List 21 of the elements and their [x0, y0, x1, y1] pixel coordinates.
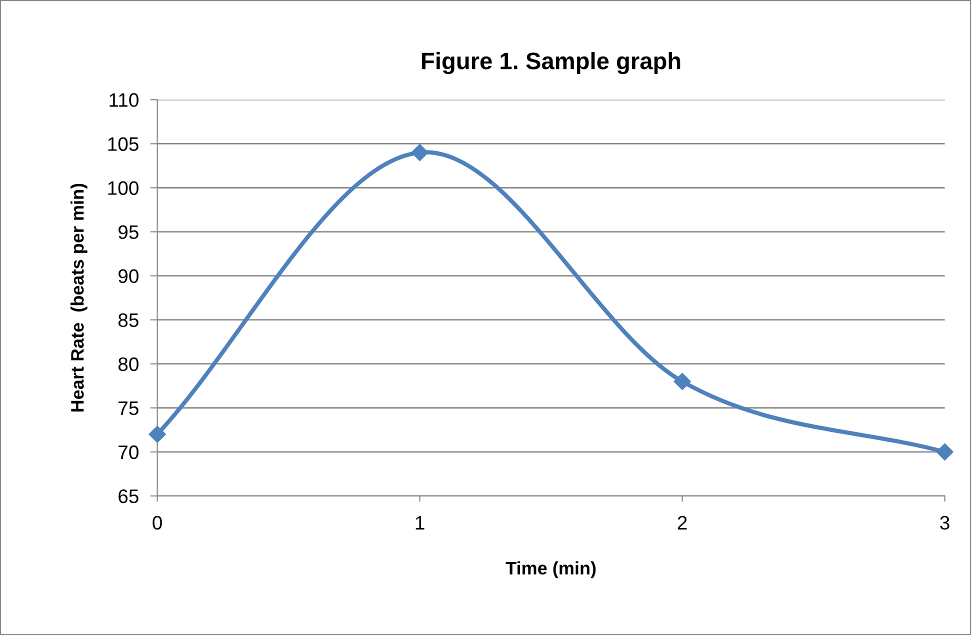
y-tick-label: 100 — [108, 181, 138, 195]
y-tick-label: 65 — [118, 489, 138, 504]
point — [411, 144, 428, 162]
y-axis-title: Heart Rate (beats per min) — [70, 184, 88, 412]
point — [674, 372, 691, 390]
x-tick-label: 0 — [152, 516, 162, 530]
x-tick-label: 1 — [416, 516, 424, 530]
y-tick-label: 105 — [108, 137, 138, 151]
y-tick-label: 90 — [118, 269, 138, 284]
y-tick-label: 80 — [118, 357, 138, 372]
y-tick-label: 75 — [118, 402, 138, 416]
x-tick-label: 3 — [940, 516, 950, 530]
point — [936, 443, 954, 460]
y-tick-label: 110 — [110, 93, 138, 107]
x-axis-title: Time (min) — [506, 561, 596, 578]
y-tick-label: 85 — [118, 313, 138, 328]
y-tick-label: 95 — [118, 225, 138, 240]
chart-title: Figure 1. Sample graph — [422, 52, 680, 74]
x-tick-label: 2 — [678, 516, 687, 530]
point — [148, 426, 166, 443]
y-tick-label: 70 — [118, 445, 138, 460]
